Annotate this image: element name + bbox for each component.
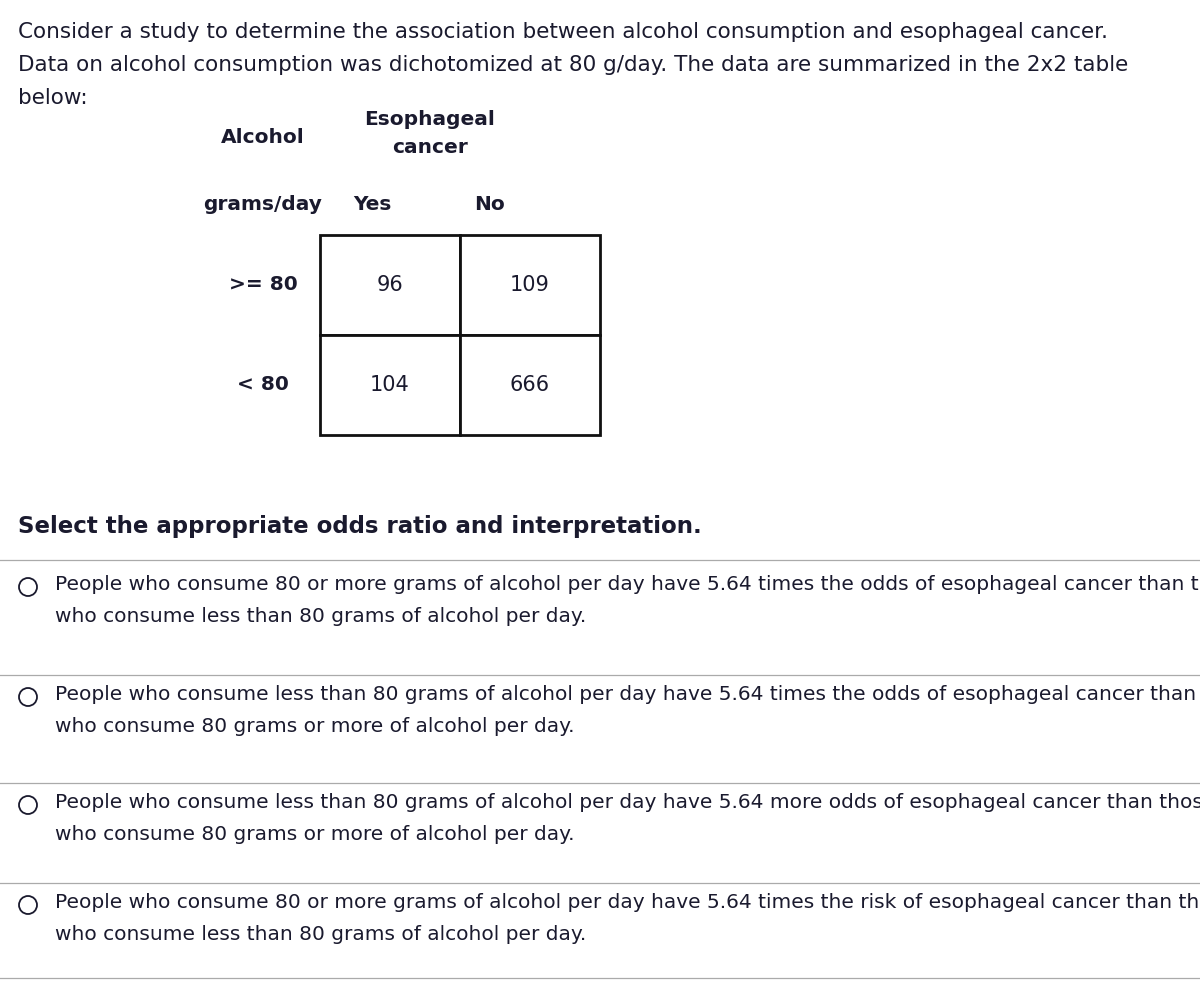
Text: Esophageal: Esophageal	[365, 110, 496, 129]
Bar	[460, 235, 600, 335]
Text: Data on alcohol consumption was dichotomized at 80 g/day. The data are summarize: Data on alcohol consumption was dichotom…	[18, 55, 1128, 75]
Text: who consume 80 grams or more of alcohol per day.: who consume 80 grams or more of alcohol …	[55, 717, 575, 736]
Text: Select the appropriate odds ratio and interpretation.: Select the appropriate odds ratio and in…	[18, 515, 702, 538]
Text: Alcohol: Alcohol	[221, 128, 305, 147]
Text: grams/day: grams/day	[204, 195, 323, 214]
Text: People who consume less than 80 grams of alcohol per day have 5.64 more odds of : People who consume less than 80 grams of…	[55, 793, 1200, 812]
Bar	[320, 235, 460, 335]
Text: Consider a study to determine the association between alcohol consumption and es: Consider a study to determine the associ…	[18, 22, 1108, 42]
Text: < 80: < 80	[238, 376, 289, 394]
Text: 666: 666	[510, 375, 550, 395]
Bar	[320, 335, 460, 435]
Text: who consume less than 80 grams of alcohol per day.: who consume less than 80 grams of alcoho…	[55, 607, 587, 626]
Text: People who consume less than 80 grams of alcohol per day have 5.64 times the odd: People who consume less than 80 grams of…	[55, 685, 1200, 704]
Text: Yes: Yes	[353, 195, 391, 214]
Text: who consume 80 grams or more of alcohol per day.: who consume 80 grams or more of alcohol …	[55, 825, 575, 844]
Text: People who consume 80 or more grams of alcohol per day have 5.64 times the odds : People who consume 80 or more grams of a…	[55, 575, 1200, 594]
Text: 96: 96	[377, 275, 403, 295]
Text: cancer: cancer	[392, 138, 468, 157]
Text: below:: below:	[18, 88, 88, 108]
Text: No: No	[475, 195, 505, 214]
Text: >= 80: >= 80	[229, 275, 298, 295]
Text: who consume less than 80 grams of alcohol per day.: who consume less than 80 grams of alcoho…	[55, 925, 587, 944]
Text: 109: 109	[510, 275, 550, 295]
Text: People who consume 80 or more grams of alcohol per day have 5.64 times the risk : People who consume 80 or more grams of a…	[55, 893, 1200, 912]
Bar	[460, 335, 600, 435]
Text: 104: 104	[370, 375, 410, 395]
